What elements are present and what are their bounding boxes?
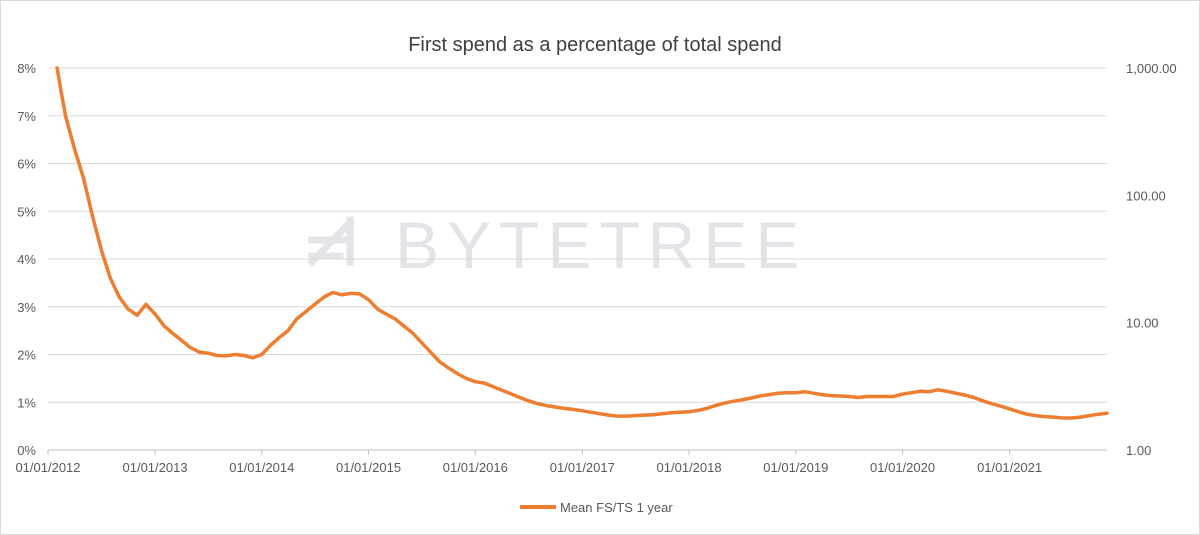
x-axis: 01/01/2012 01/01/2013 01/01/2014 01/01/2015… [15, 450, 1042, 475]
legend-label: Mean FS/TS 1 year [560, 500, 673, 515]
x-tick-label: 01/01/2019 [763, 460, 828, 475]
x-tick-label: 01/01/2013 [123, 460, 188, 475]
legend: Mean FS/TS 1 year [520, 500, 673, 515]
y-left-tick-label: 7% [17, 109, 36, 124]
y-left-tick-label: 0% [17, 443, 36, 458]
x-tick-label: 01/01/2021 [977, 460, 1042, 475]
series-group [55, 66, 1109, 420]
x-tick-label: 01/01/2016 [443, 460, 508, 475]
series-line-mean-fs-ts [55, 66, 1109, 420]
y-left-tick-label: 6% [17, 157, 36, 172]
x-tick-label: 01/01/2017 [550, 460, 615, 475]
y-left-tick-label: 2% [17, 348, 36, 363]
y-right-tick-label: 1,000.00 [1126, 61, 1177, 76]
y-axis-right: 1.00 10.00 100.00 1,000.00 [1126, 61, 1177, 458]
gridlines [48, 67, 1107, 451]
x-tick-label: 01/01/2018 [657, 460, 722, 475]
x-tick-label: 01/01/2015 [336, 460, 401, 475]
y-left-tick-label: 3% [17, 300, 36, 315]
watermark-text: BYTETREE [395, 208, 807, 282]
chart-title: First spend as a percentage of total spe… [408, 34, 782, 56]
y-left-tick-label: 1% [17, 395, 36, 410]
x-tick-label: 01/01/2012 [15, 460, 80, 475]
y-right-tick-label: 10.00 [1126, 316, 1159, 331]
y-axis-left: 0% 1% 2% 3% 4% 5% 6% 7% 8% [17, 61, 36, 458]
bytetree-watermark: BYTETREE [307, 208, 807, 282]
x-tick-label: 01/01/2020 [870, 460, 935, 475]
y-left-tick-label: 8% [17, 61, 36, 76]
y-right-tick-label: 1.00 [1126, 443, 1151, 458]
bytetree-logo-icon [307, 216, 355, 267]
y-left-tick-label: 5% [17, 204, 36, 219]
x-tick-label: 01/01/2014 [229, 460, 294, 475]
y-right-tick-label: 100.00 [1126, 188, 1166, 203]
y-left-tick-label: 4% [17, 252, 36, 267]
